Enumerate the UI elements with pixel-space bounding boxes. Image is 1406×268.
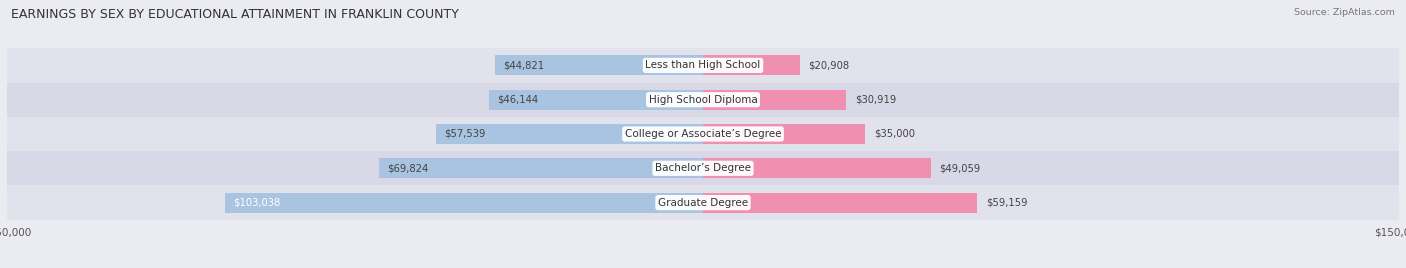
Text: Source: ZipAtlas.com: Source: ZipAtlas.com bbox=[1294, 8, 1395, 17]
Bar bbox=[703, 124, 866, 144]
Text: $103,038: $103,038 bbox=[233, 198, 281, 208]
Bar bbox=[7, 117, 1399, 151]
Text: College or Associate’s Degree: College or Associate’s Degree bbox=[624, 129, 782, 139]
Text: $57,539: $57,539 bbox=[444, 129, 485, 139]
Text: $30,919: $30,919 bbox=[855, 95, 896, 105]
Text: $35,000: $35,000 bbox=[873, 129, 915, 139]
Bar bbox=[703, 193, 977, 213]
Bar bbox=[7, 151, 1399, 185]
Text: Graduate Degree: Graduate Degree bbox=[658, 198, 748, 208]
Bar bbox=[7, 48, 1399, 83]
Bar bbox=[380, 158, 703, 178]
Text: High School Diploma: High School Diploma bbox=[648, 95, 758, 105]
Bar bbox=[7, 83, 1399, 117]
Text: $46,144: $46,144 bbox=[498, 95, 538, 105]
Text: $44,821: $44,821 bbox=[503, 60, 544, 70]
Text: $69,824: $69,824 bbox=[388, 163, 429, 173]
Bar bbox=[489, 90, 703, 110]
Bar bbox=[703, 90, 846, 110]
Bar bbox=[495, 55, 703, 75]
Text: Less than High School: Less than High School bbox=[645, 60, 761, 70]
Text: $49,059: $49,059 bbox=[939, 163, 980, 173]
Bar bbox=[703, 158, 931, 178]
Bar bbox=[436, 124, 703, 144]
Text: EARNINGS BY SEX BY EDUCATIONAL ATTAINMENT IN FRANKLIN COUNTY: EARNINGS BY SEX BY EDUCATIONAL ATTAINMEN… bbox=[11, 8, 460, 21]
Text: $59,159: $59,159 bbox=[986, 198, 1028, 208]
Text: Bachelor’s Degree: Bachelor’s Degree bbox=[655, 163, 751, 173]
Bar bbox=[225, 193, 703, 213]
Bar bbox=[7, 185, 1399, 220]
Text: $20,908: $20,908 bbox=[808, 60, 849, 70]
Bar bbox=[703, 55, 800, 75]
